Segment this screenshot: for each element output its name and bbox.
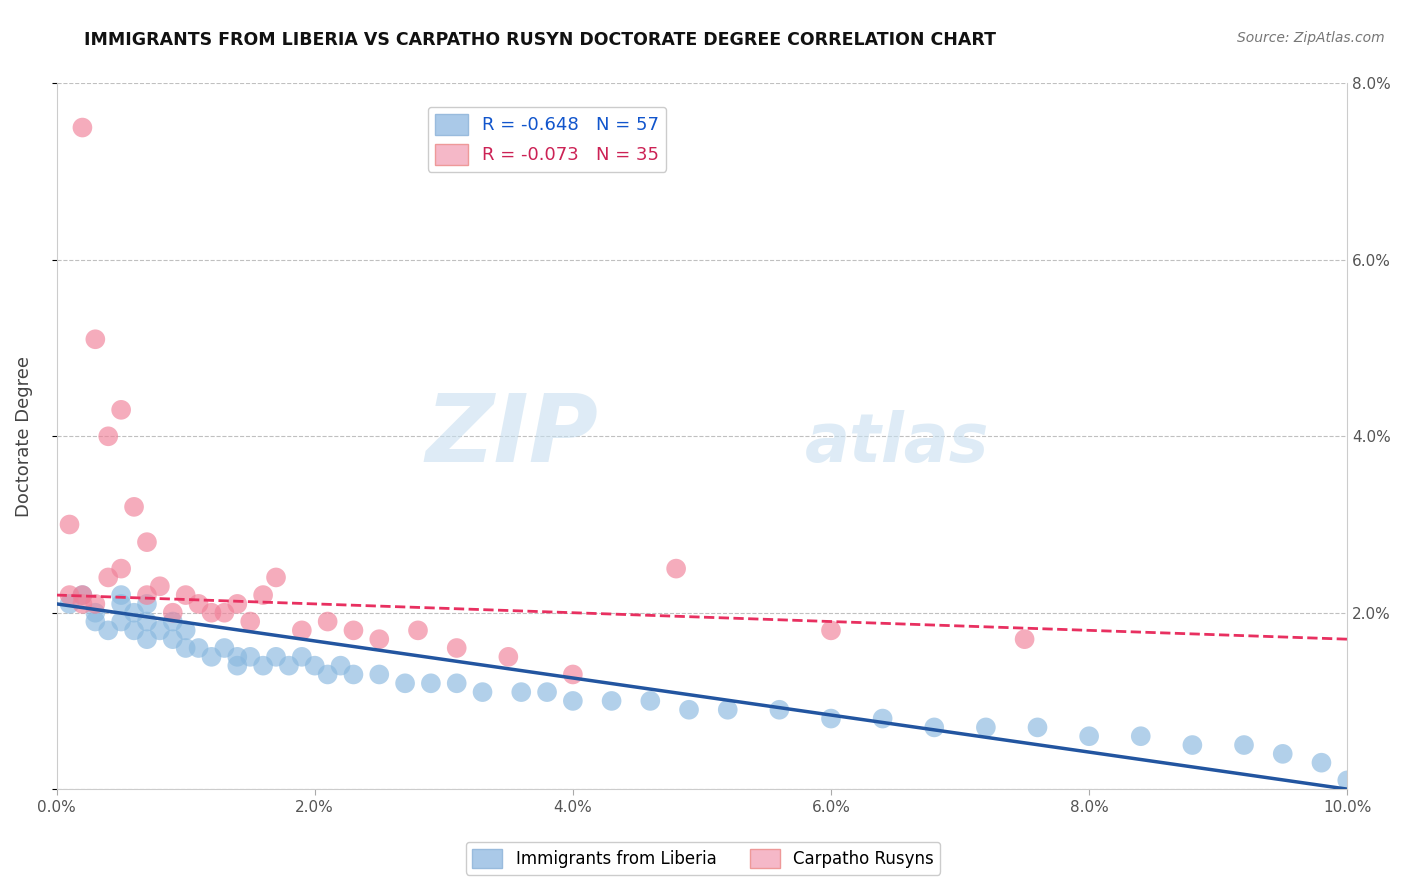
Point xyxy=(678,703,700,717)
Point xyxy=(640,694,662,708)
Point xyxy=(922,720,945,734)
Point xyxy=(214,640,236,655)
Point xyxy=(368,667,391,681)
Point xyxy=(264,570,287,584)
Point xyxy=(136,597,159,611)
Point xyxy=(110,561,132,575)
Point xyxy=(110,402,132,417)
Point xyxy=(510,685,533,699)
Point xyxy=(1310,756,1333,770)
Point xyxy=(342,624,364,638)
Point xyxy=(329,658,352,673)
Point xyxy=(872,712,894,726)
Legend: Immigrants from Liberia, Carpatho Rusyns: Immigrants from Liberia, Carpatho Rusyns xyxy=(465,842,941,875)
Point xyxy=(110,615,132,629)
Point xyxy=(600,694,623,708)
Point xyxy=(536,685,558,699)
Point xyxy=(820,712,842,726)
Point xyxy=(149,579,172,593)
Point xyxy=(174,588,197,602)
Point xyxy=(561,667,583,681)
Point xyxy=(291,649,314,664)
Point xyxy=(122,606,145,620)
Point xyxy=(200,649,222,664)
Point xyxy=(406,624,429,638)
Point xyxy=(768,703,790,717)
Text: Source: ZipAtlas.com: Source: ZipAtlas.com xyxy=(1237,31,1385,45)
Point xyxy=(368,632,391,647)
Point xyxy=(1026,720,1049,734)
Point xyxy=(226,658,249,673)
Point xyxy=(136,632,159,647)
Point xyxy=(974,720,997,734)
Point xyxy=(239,649,262,664)
Point xyxy=(419,676,441,690)
Point xyxy=(72,597,94,611)
Point xyxy=(162,606,184,620)
Point xyxy=(1336,773,1358,788)
Point xyxy=(58,597,80,611)
Point xyxy=(136,535,159,549)
Point xyxy=(277,658,299,673)
Point xyxy=(84,597,107,611)
Point xyxy=(316,615,339,629)
Point xyxy=(264,649,287,664)
Point xyxy=(1014,632,1036,647)
Point xyxy=(239,615,262,629)
Point xyxy=(665,561,688,575)
Point xyxy=(291,624,314,638)
Point xyxy=(252,658,274,673)
Point xyxy=(72,588,94,602)
Point xyxy=(149,624,172,638)
Point xyxy=(561,694,583,708)
Point xyxy=(1233,738,1256,752)
Point xyxy=(72,120,94,135)
Text: atlas: atlas xyxy=(806,410,990,476)
Legend: R = -0.648   N = 57, R = -0.073   N = 35: R = -0.648 N = 57, R = -0.073 N = 35 xyxy=(427,106,666,172)
Point xyxy=(226,597,249,611)
Point xyxy=(252,588,274,602)
Point xyxy=(58,517,80,532)
Point xyxy=(1181,738,1204,752)
Point xyxy=(122,624,145,638)
Point xyxy=(84,615,107,629)
Point xyxy=(136,588,159,602)
Point xyxy=(187,640,209,655)
Point xyxy=(304,658,326,673)
Point xyxy=(187,597,209,611)
Point xyxy=(110,597,132,611)
Point xyxy=(342,667,364,681)
Point xyxy=(58,588,80,602)
Point xyxy=(214,606,236,620)
Point xyxy=(84,332,107,346)
Point xyxy=(122,500,145,514)
Point xyxy=(1271,747,1294,761)
Point xyxy=(72,588,94,602)
Point xyxy=(162,615,184,629)
Point xyxy=(162,632,184,647)
Point xyxy=(1078,729,1101,743)
Point xyxy=(471,685,494,699)
Point xyxy=(820,624,842,638)
Point xyxy=(110,588,132,602)
Point xyxy=(316,667,339,681)
Point xyxy=(394,676,416,690)
Point xyxy=(1129,729,1152,743)
Y-axis label: Doctorate Degree: Doctorate Degree xyxy=(15,356,32,516)
Point xyxy=(136,615,159,629)
Text: IMMIGRANTS FROM LIBERIA VS CARPATHO RUSYN DOCTORATE DEGREE CORRELATION CHART: IMMIGRANTS FROM LIBERIA VS CARPATHO RUSY… xyxy=(84,31,997,49)
Point xyxy=(446,640,468,655)
Point xyxy=(97,624,120,638)
Point xyxy=(200,606,222,620)
Point xyxy=(97,570,120,584)
Point xyxy=(174,624,197,638)
Point xyxy=(84,606,107,620)
Text: ZIP: ZIP xyxy=(426,391,599,483)
Point xyxy=(226,649,249,664)
Point xyxy=(174,640,197,655)
Point xyxy=(717,703,740,717)
Point xyxy=(97,429,120,443)
Point xyxy=(498,649,520,664)
Point xyxy=(446,676,468,690)
